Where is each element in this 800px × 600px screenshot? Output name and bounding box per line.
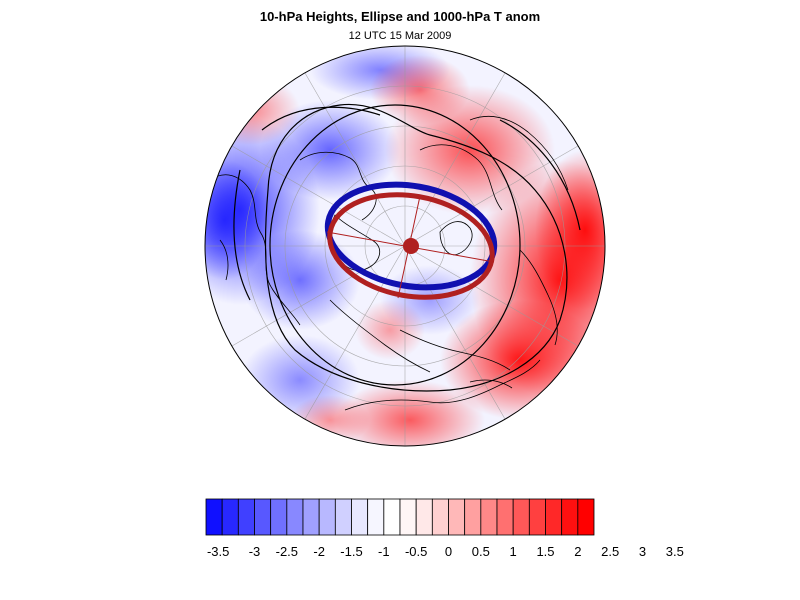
colorbar-box (367, 498, 385, 536)
colorbar-tick-label: 3.5 (666, 544, 684, 559)
colorbar-tick-label: -0.5 (405, 544, 427, 559)
colorbar-tick-label: 2.5 (601, 544, 619, 559)
colorbar-tick-label: -3 (249, 544, 261, 559)
colorbar-box (237, 498, 255, 536)
chart-title: 10-hPa Heights, Ellipse and 1000-hPa T a… (259, 9, 541, 24)
colorbar-box (480, 498, 498, 536)
colorbar-tick-label: 1 (510, 544, 517, 559)
colorbar-box (383, 498, 401, 536)
colorbar-box (561, 498, 579, 536)
colorbar-box (334, 498, 352, 536)
colorbar-tick-label: -2.5 (276, 544, 298, 559)
chart-subtitle: 12 UTC 15 Mar 2009 (348, 30, 452, 42)
ellipse-centroid (403, 238, 419, 254)
colorbar-box (512, 498, 530, 536)
height-contours (233, 103, 581, 392)
graticule (205, 46, 605, 446)
colorbar-tick-label: 2 (574, 544, 581, 559)
colorbar-tick-label: -1.5 (340, 544, 362, 559)
colorbar-box (221, 498, 239, 536)
colorbar-box (415, 498, 433, 536)
polar-vortex-ellipse (324, 181, 498, 300)
globe-outline (204, 45, 606, 447)
colorbar-box (496, 498, 514, 536)
colorbar-box (318, 498, 336, 536)
colorbar-labels: -3.5 -3 -2.5 -2 -1.5 -1 -0.5 0 0.5 1 1.5 2 2.5 3 3.5 (207, 544, 684, 559)
colorbar-tick-label: -1 (378, 544, 390, 559)
colorbar-tick-label: -3.5 (207, 544, 229, 559)
colorbar-tick-label: 1.5 (536, 544, 554, 559)
colorbar-box (351, 498, 369, 536)
colorbar-box (528, 498, 546, 536)
colorbar-tick-label: 0 (445, 544, 452, 559)
colorbar-box (431, 498, 449, 536)
colorbar-box (302, 498, 320, 536)
colorbar-box (254, 498, 272, 536)
colorbar-tick-label: -2 (313, 544, 325, 559)
colorbar-box (464, 498, 482, 536)
colorbar-box (399, 498, 417, 536)
anomaly-shading (205, 46, 605, 446)
colorbar-box (545, 498, 563, 536)
colorbar-tick-label: 0.5 (472, 544, 490, 559)
colorbar-box (286, 498, 304, 536)
colorbar-tick-label: 3 (639, 544, 646, 559)
colorbar-box (448, 498, 466, 536)
polar-map (204, 45, 606, 447)
colorbar-boxes (205, 498, 595, 536)
colorbar-box (205, 498, 223, 536)
colorbar-box (577, 498, 595, 536)
colorbar-box (270, 498, 288, 536)
